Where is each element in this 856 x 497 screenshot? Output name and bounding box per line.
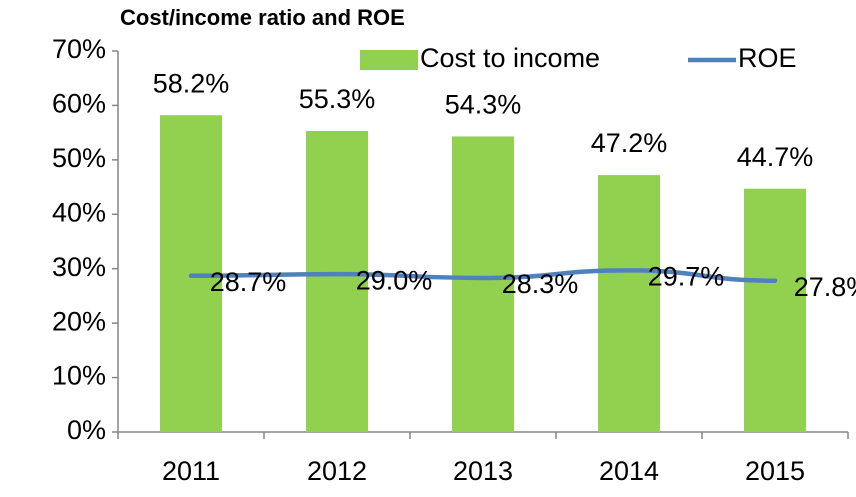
y-tick-label: 30% xyxy=(52,252,106,282)
data-label: 47.2% xyxy=(591,128,668,158)
data-label: 28.3% xyxy=(502,269,579,299)
data-label: 55.3% xyxy=(299,84,376,114)
x-tick-label: 2012 xyxy=(307,456,367,486)
y-tick-label: 50% xyxy=(52,143,106,173)
x-tick-label: 2013 xyxy=(453,456,513,486)
data-label: 58.2% xyxy=(153,68,230,98)
bar xyxy=(306,131,368,432)
legend-label: ROE xyxy=(738,43,797,73)
x-tick-label: 2015 xyxy=(745,456,805,486)
data-label: 44.7% xyxy=(737,142,814,172)
y-tick-label: 60% xyxy=(52,89,106,119)
data-label: 28.7% xyxy=(210,267,287,297)
y-tick-label: 0% xyxy=(67,415,106,445)
y-tick-label: 40% xyxy=(52,197,106,227)
x-tick-label: 2011 xyxy=(162,456,220,486)
bar xyxy=(598,175,660,432)
data-label: 27.8% xyxy=(794,272,856,302)
data-label: 54.3% xyxy=(445,90,522,120)
x-tick-label: 2014 xyxy=(599,456,659,486)
line xyxy=(188,268,778,283)
bar xyxy=(452,136,514,432)
data-label: 29.7% xyxy=(648,261,725,291)
y-tick-label: 70% xyxy=(52,34,106,64)
bar xyxy=(744,188,806,432)
chart-title: Cost/income ratio and ROE xyxy=(120,5,405,30)
legend-swatch xyxy=(360,50,418,70)
y-tick-label: 10% xyxy=(52,361,106,391)
data-label: 29.0% xyxy=(356,265,433,295)
legend-label: Cost to income xyxy=(420,43,600,73)
y-tick-label: 20% xyxy=(52,306,106,336)
